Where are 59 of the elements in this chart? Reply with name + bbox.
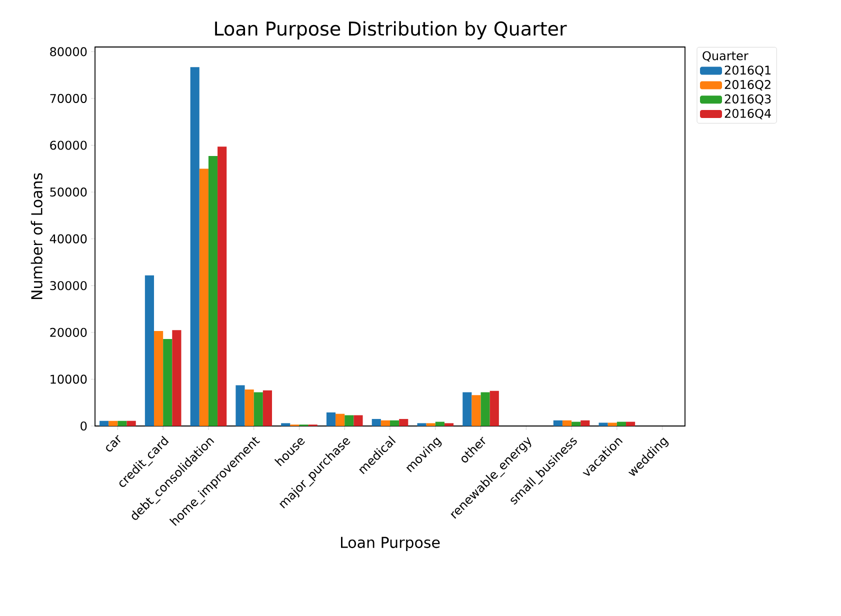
legend-title: Quarter [702,51,748,62]
bar [626,422,636,426]
y-tick-label: 20000 [50,328,87,337]
bar [281,423,290,426]
y-axis-title: Number of Loans [30,173,42,300]
bar [208,156,218,426]
bar [380,420,390,426]
bar [490,390,499,426]
legend-label: 2016Q4 [724,108,771,120]
legend-label: 2016Q1 [724,66,770,76]
bar [326,412,336,426]
bar [372,418,381,426]
bar [100,420,109,426]
bar [480,392,490,426]
bar [172,330,182,426]
bar [163,338,172,426]
y-tick-label: 40000 [50,234,87,244]
bar [144,275,154,426]
y-tick-label: 10000 [50,374,87,384]
legend-label: 2016Q3 [724,94,771,105]
bar [344,415,354,426]
bar [553,420,562,426]
bar [354,415,363,426]
bar [108,420,118,426]
bar [444,423,454,426]
chart-title: Loan Purpose Distribution by Quarter [215,21,567,40]
bar [254,392,263,426]
bar [435,422,444,426]
bar [598,422,608,426]
bar [472,395,481,426]
y-tick-label: 80000 [50,47,87,56]
bar [126,420,136,426]
bar [417,423,426,426]
y-tick-label: 0 [80,421,87,431]
y-tick-label: 30000 [50,281,87,290]
bar [262,390,272,426]
bar [399,418,408,426]
bar [244,389,254,426]
bar [199,168,208,426]
bar [390,420,400,426]
bar [580,420,590,426]
bar [462,392,472,426]
y-tick-label: 60000 [50,140,87,150]
bar [336,414,345,426]
bar [572,422,581,426]
bar [218,146,227,426]
bar [562,420,572,426]
legend-label: 2016Q2 [724,80,770,90]
bar [154,331,164,426]
x-tick-label: car [106,435,121,452]
y-tick-label: 50000 [50,188,87,197]
x-axis-title: Loan Purpose [341,536,440,551]
bar [616,422,626,426]
bar [426,423,436,426]
bar [236,385,245,426]
bar [118,420,127,426]
bar [608,422,617,426]
bar [190,67,200,426]
y-tick-label: 70000 [50,94,87,104]
